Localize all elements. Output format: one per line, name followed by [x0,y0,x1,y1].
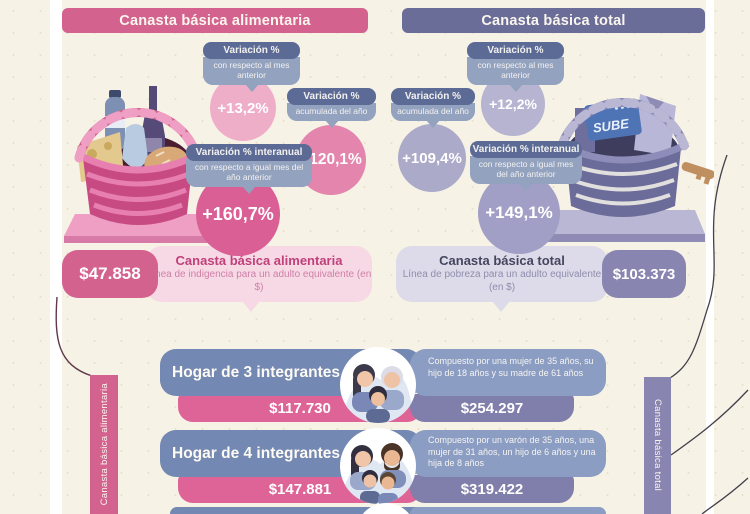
price-cba-adult: $47.858 [62,250,158,298]
tag-subtitle: con respecto a igual mes del año anterio… [470,156,582,185]
pointer-triangle [242,301,260,321]
header-cba: Canasta básica alimentaria [62,8,368,33]
household-5-title-partial [170,507,422,514]
tag-subtitle: con respecto al mes anterior [203,57,300,86]
household-3-description: Compuesto por una mujer de 35 años, su h… [410,349,606,396]
sidebar-cba-label: Canasta básica alimentaria [98,383,110,506]
pointer-triangle [242,186,256,201]
summary-bubble-cba: Canasta básica alimentaria Línea de indi… [146,246,372,312]
tag-cba-monthly: Variación % con respecto al mes anterior [203,42,300,99]
tag-subtitle: acumulada del año [287,103,376,122]
summary-title: Canasta básica alimentaria [175,253,343,268]
svg-text:SUBE: SUBE [592,116,630,136]
tag-title: Variación % interanual [186,144,312,161]
circle-cba-monthly-value: +13,2% [210,75,276,141]
sidebar-cba: Canasta básica alimentaria [90,375,118,514]
summary-bubble-cbt: Canasta básica total Línea de pobreza pa… [396,246,608,312]
page-edge-left [50,0,62,514]
tag-cba-yoy: Variación % interanual con respecto a ig… [186,144,312,201]
pointer-triangle [508,84,523,99]
tag-title: Variación % [391,88,475,105]
family-3-drawing [340,364,416,423]
sidebar-cbt-label: Canasta básica total [652,399,663,492]
tag-title: Variación % interanual [470,141,582,158]
price-cbt-adult: $103.373 [602,250,686,298]
summary-subtitle: Línea de pobreza para un adulto equivale… [402,269,602,293]
circle-cbt-ytd-value: +109,4% [398,124,466,192]
tag-cbt-yoy: Variación % interanual con respecto a ig… [470,141,582,198]
tag-subtitle: con respecto al mes anterior [467,57,564,86]
tag-cbt-monthly: Variación % con respecto al mes anterior [467,42,564,99]
family-4-illustration [340,428,416,504]
summary-subtitle: Línea de indigencia para un adulto equiv… [146,269,372,293]
tag-subtitle: con respecto a igual mes del año anterio… [186,159,312,188]
food-basket-illustration [64,86,213,243]
household-4-description: Compuesto por un varón de 35 años, una m… [410,430,606,477]
pointer-triangle [519,183,533,198]
family-5-illustration-partial [356,503,416,514]
pointer-triangle [492,301,510,321]
pointer-triangle [426,120,440,135]
summary-title: Canasta básica total [439,253,565,268]
household-3-cbt-price: $254.297 [410,394,574,422]
tag-title: Variación % [287,88,376,105]
tag-cbt-ytd: Variación % acumulada del año [391,88,475,135]
pointer-triangle [244,84,259,99]
household-4-cbt-price: $319.422 [410,475,574,503]
family-3-illustration [340,347,416,423]
family-4-drawing [340,443,416,504]
sidebar-cbt: Canasta básica total [644,377,671,514]
tag-title: Variación % [467,42,564,59]
tag-cba-ytd: Variación % acumulada del año [287,88,376,135]
household-5-description-partial [410,507,606,514]
tag-title: Variación % [203,42,300,59]
tag-subtitle: acumulada del año [391,103,475,122]
header-cbt: Canasta básica total [402,8,705,33]
pointer-triangle [324,120,339,135]
